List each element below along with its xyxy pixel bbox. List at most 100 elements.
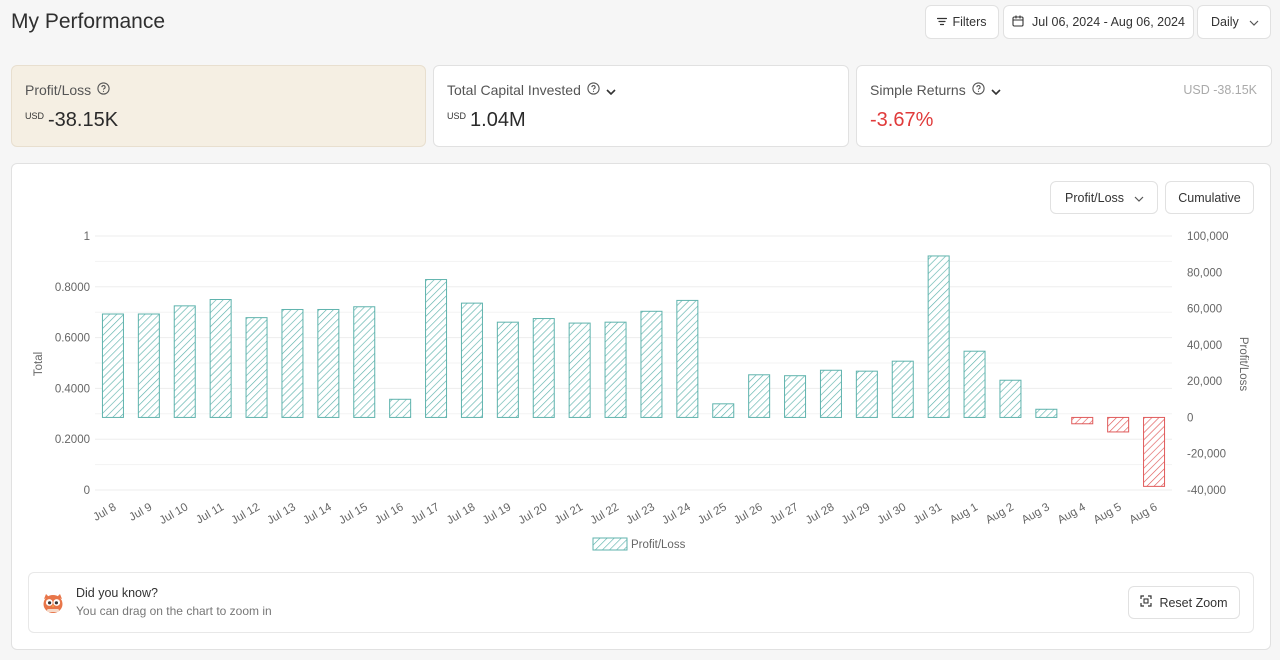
simple-returns-label: Simple Returns: [870, 82, 966, 98]
left-tick-label: 0.4000: [55, 383, 90, 395]
date-range-label: Jul 06, 2024 - Aug 06, 2024: [1032, 15, 1185, 29]
bar-aug-3[interactable]: [1035, 408, 1058, 418]
reset-zoom-label: Reset Zoom: [1159, 595, 1228, 610]
legend-label: Profit/Loss: [631, 539, 686, 551]
simple-returns-card-header: Simple Returns: [870, 82, 1001, 98]
right-tick-label: -40,000: [1187, 485, 1226, 497]
profit-loss-value: -38.15K: [48, 109, 119, 131]
granularity-select[interactable]: Daily: [1197, 5, 1271, 39]
bar-jul-11[interactable]: [209, 299, 232, 418]
x-tick-label: Jul 30: [876, 501, 909, 527]
help-icon[interactable]: [97, 82, 110, 98]
bar-jul-15[interactable]: [353, 306, 376, 418]
chevron-down-icon[interactable]: [606, 82, 616, 98]
bar-jul-23[interactable]: [640, 310, 663, 418]
bar-jul-18[interactable]: [460, 302, 483, 418]
bar-jul-14[interactable]: [317, 308, 340, 418]
reset-zoom-icon: [1140, 595, 1153, 610]
total-capital-value-row: USD 1.04M: [447, 109, 526, 132]
right-tick-label: 0: [1187, 412, 1193, 424]
simple-returns-card[interactable]: Simple Returns USD -38.15K -3.67%: [856, 65, 1272, 147]
bar-jul-17[interactable]: [425, 279, 448, 418]
bar-jul-27[interactable]: [784, 375, 807, 418]
reset-zoom-button[interactable]: Reset Zoom: [1128, 586, 1240, 619]
x-tick-label: Jul 16: [373, 501, 406, 527]
bar-jul-20[interactable]: [532, 318, 555, 418]
bar-aug-1[interactable]: [963, 350, 986, 418]
bar-aug-4[interactable]: [1071, 416, 1094, 425]
cumulative-label: Cumulative: [1178, 190, 1241, 205]
x-tick-label: Jul 21: [553, 501, 586, 527]
chart-metric-select[interactable]: Profit/Loss: [1050, 181, 1158, 214]
x-tick-label: Aug 5: [1092, 501, 1124, 526]
total-capital-card-header: Total Capital Invested: [447, 82, 616, 98]
filters-button[interactable]: Filters: [925, 5, 999, 39]
profit-loss-label: Profit/Loss: [25, 82, 92, 98]
simple-returns-aux-value: USD -38.15K: [1183, 83, 1257, 97]
tip-text: You can drag on the chart to zoom in: [76, 604, 272, 618]
x-tick-label: Aug 2: [984, 501, 1016, 526]
right-axis-ticks: -40,000 -20,000 0 20,000 40,000 60,000 80,000 1…: [1187, 231, 1229, 497]
bar-jul-19[interactable]: [496, 321, 519, 418]
bar-jul-31[interactable]: [927, 255, 950, 418]
bar-jul-28[interactable]: [819, 369, 842, 418]
chart-panel: Profit/Loss Cumulative 0 0.2000 0.4000: [11, 163, 1271, 650]
left-tick-label: 1: [84, 231, 90, 243]
total-capital-card[interactable]: Total Capital Invested USD 1.04M: [433, 65, 849, 147]
bar-jul-30[interactable]: [891, 360, 914, 418]
page-title: My Performance: [11, 10, 166, 33]
did-you-know-tip: Did you know? You can drag on the chart …: [28, 572, 1254, 633]
bar-jul-22[interactable]: [604, 321, 627, 418]
date-range-picker[interactable]: Jul 06, 2024 - Aug 06, 2024: [1003, 5, 1194, 39]
right-tick-label: 100,000: [1187, 231, 1229, 243]
tip-title: Did you know?: [76, 586, 158, 600]
left-axis-ticks: 0 0.2000 0.4000 0.6000 0.8000 1: [55, 231, 90, 497]
bar-jul-16[interactable]: [389, 398, 412, 418]
x-tick-label: Jul 31: [912, 501, 945, 527]
bar-jul-10[interactable]: [173, 305, 196, 418]
bar-jul-12[interactable]: [245, 317, 268, 418]
total-capital-label: Total Capital Invested: [447, 82, 581, 98]
x-tick-label: Jul 17: [409, 501, 442, 527]
x-tick-label: Jul 25: [696, 501, 729, 527]
cumulative-toggle[interactable]: Cumulative: [1165, 181, 1254, 214]
bar-jul-25[interactable]: [712, 403, 735, 418]
granularity-label: Daily: [1211, 15, 1239, 29]
bar-aug-2[interactable]: [999, 379, 1022, 418]
chevron-down-icon[interactable]: [991, 82, 1001, 98]
bar-aug-6[interactable]: [1143, 416, 1166, 487]
total-capital-value: 1.04M: [470, 109, 526, 131]
bar-jul-9[interactable]: [137, 313, 160, 418]
x-tick-label: Jul 22: [588, 501, 621, 527]
left-tick-label: 0.8000: [55, 282, 90, 294]
profit-loss-value-row: USD -38.15K: [25, 109, 118, 132]
bar-jul-13[interactable]: [281, 308, 304, 418]
help-icon[interactable]: [587, 82, 600, 98]
chart-legend[interactable]: Profit/Loss: [592, 537, 686, 551]
profit-loss-chart[interactable]: 0 0.2000 0.4000 0.6000 0.8000 1 -40,000 -20,00…: [12, 164, 1270, 564]
total-capital-currency: USD: [447, 111, 467, 121]
bar-jul-8[interactable]: [101, 313, 124, 418]
bar-jul-26[interactable]: [748, 374, 771, 418]
x-tick-label: Jul 19: [481, 501, 514, 527]
profit-loss-card[interactable]: Profit/Loss USD -38.15K: [11, 65, 426, 147]
bar-jul-29[interactable]: [855, 370, 878, 418]
x-tick-label: Jul 9: [127, 501, 154, 524]
bar-aug-5[interactable]: [1107, 416, 1130, 433]
help-icon[interactable]: [972, 82, 985, 98]
bar-jul-21[interactable]: [568, 322, 591, 418]
right-axis-label: Profit/Loss: [1237, 337, 1249, 392]
filter-icon: [937, 15, 948, 29]
profit-loss-currency: USD: [25, 111, 45, 121]
x-tick-label: Jul 26: [732, 501, 765, 527]
simple-returns-value: -3.67%: [870, 109, 934, 131]
chevron-down-icon: [1249, 15, 1259, 29]
x-tick-label: Jul 27: [768, 501, 801, 527]
bar-jul-24[interactable]: [676, 299, 699, 418]
chart-bars: [101, 255, 1166, 487]
x-tick-label: Jul 15: [337, 501, 370, 527]
x-tick-label: Jul 24: [660, 501, 693, 527]
x-tick-label: Jul 14: [301, 501, 334, 527]
left-tick-label: 0: [84, 485, 90, 497]
